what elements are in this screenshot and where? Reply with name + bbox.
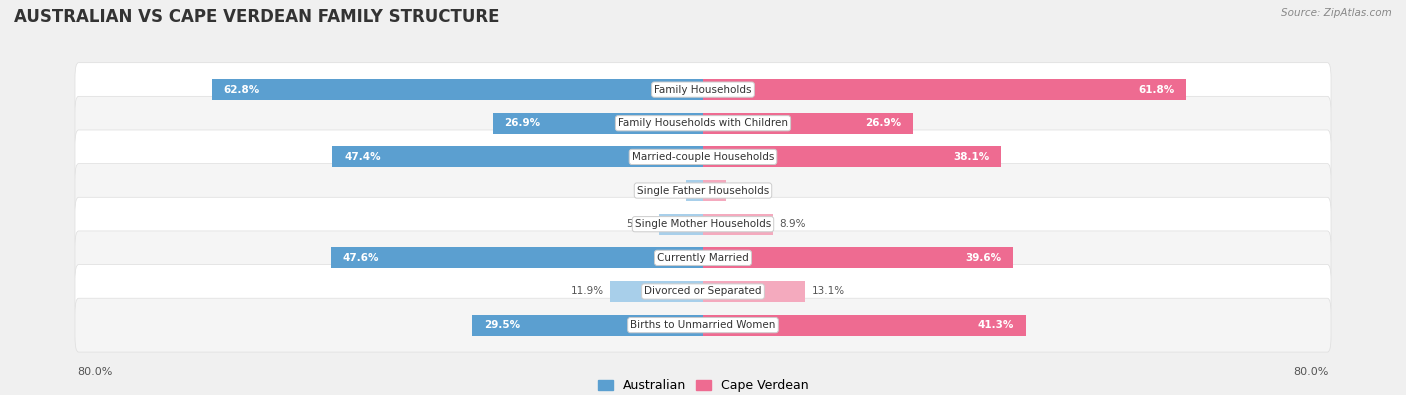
Text: Single Father Households: Single Father Households [637,186,769,196]
Text: 26.9%: 26.9% [505,118,540,128]
Text: Divorced or Separated: Divorced or Separated [644,286,762,297]
Legend: Australian, Cape Verdean: Australian, Cape Verdean [592,374,814,395]
Bar [703,147,1001,167]
Text: Family Households with Children: Family Households with Children [619,118,787,128]
Text: 41.3%: 41.3% [979,320,1014,330]
Text: 80.0%: 80.0% [1294,367,1329,377]
FancyBboxPatch shape [75,231,1331,285]
FancyBboxPatch shape [75,197,1331,251]
FancyBboxPatch shape [75,265,1331,318]
FancyBboxPatch shape [75,130,1331,184]
FancyBboxPatch shape [75,298,1331,352]
Text: 13.1%: 13.1% [811,286,845,297]
Text: 62.8%: 62.8% [224,85,260,95]
Bar [703,113,914,134]
Text: 11.9%: 11.9% [571,286,603,297]
FancyBboxPatch shape [75,96,1331,150]
Bar [703,281,806,302]
FancyBboxPatch shape [75,164,1331,218]
Text: 47.6%: 47.6% [343,253,380,263]
Bar [703,214,773,235]
FancyBboxPatch shape [75,63,1331,117]
Text: Married-couple Households: Married-couple Households [631,152,775,162]
Bar [492,113,703,134]
Bar [472,315,703,336]
Text: Single Mother Households: Single Mother Households [636,219,770,229]
Text: Family Households: Family Households [654,85,752,95]
Text: 29.5%: 29.5% [484,320,520,330]
Text: Source: ZipAtlas.com: Source: ZipAtlas.com [1281,8,1392,18]
Text: 38.1%: 38.1% [953,152,990,162]
Text: Births to Unmarried Women: Births to Unmarried Women [630,320,776,330]
Text: 80.0%: 80.0% [77,367,112,377]
Text: 5.6%: 5.6% [627,219,652,229]
Text: 8.9%: 8.9% [779,219,806,229]
Bar [332,147,703,167]
Text: 61.8%: 61.8% [1139,85,1174,95]
Bar [703,79,1187,100]
Text: AUSTRALIAN VS CAPE VERDEAN FAMILY STRUCTURE: AUSTRALIAN VS CAPE VERDEAN FAMILY STRUCT… [14,8,499,26]
Bar [686,180,703,201]
Bar [703,315,1026,336]
Text: 2.9%: 2.9% [733,186,758,196]
Bar [703,180,725,201]
Text: 2.2%: 2.2% [652,186,679,196]
Text: 47.4%: 47.4% [344,152,381,162]
Text: 39.6%: 39.6% [965,253,1001,263]
Bar [703,247,1012,268]
Bar [212,79,703,100]
Bar [659,214,703,235]
Text: Currently Married: Currently Married [657,253,749,263]
Bar [330,247,703,268]
Text: 26.9%: 26.9% [866,118,901,128]
Bar [610,281,703,302]
